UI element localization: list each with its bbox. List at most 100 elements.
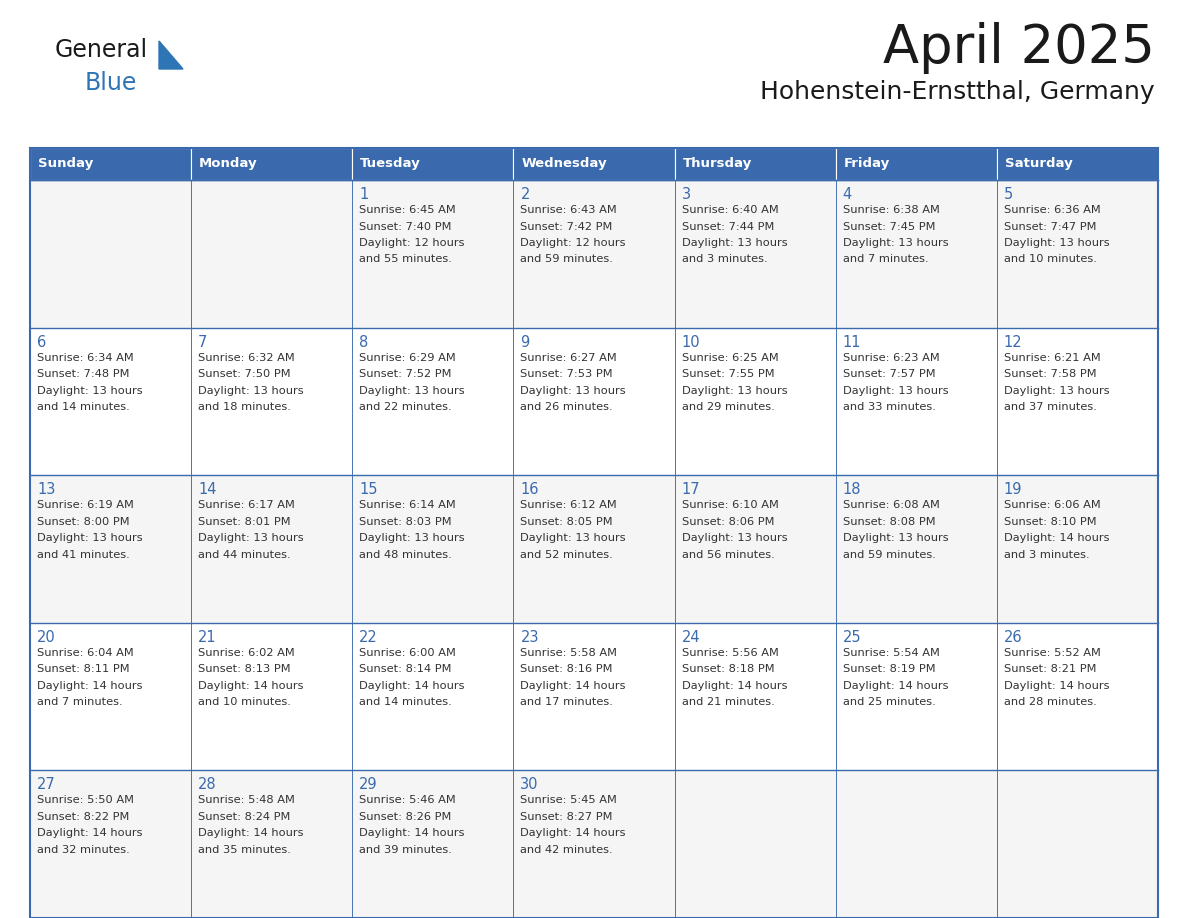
Text: 28: 28 bbox=[198, 778, 216, 792]
Bar bbox=[835, 622, 997, 770]
Text: Sunset: 7:44 PM: Sunset: 7:44 PM bbox=[682, 221, 773, 231]
Text: Sunrise: 6:40 AM: Sunrise: 6:40 AM bbox=[682, 205, 778, 215]
Text: Sunrise: 6:36 AM: Sunrise: 6:36 AM bbox=[1004, 205, 1100, 215]
Text: and 32 minutes.: and 32 minutes. bbox=[37, 845, 129, 855]
Text: Daylight: 14 hours: Daylight: 14 hours bbox=[520, 681, 626, 691]
Bar bbox=[835, 476, 997, 622]
Text: and 21 minutes.: and 21 minutes. bbox=[682, 698, 775, 707]
Text: and 42 minutes.: and 42 minutes. bbox=[520, 845, 613, 855]
Text: Sunrise: 6:10 AM: Sunrise: 6:10 AM bbox=[682, 500, 778, 510]
Text: Sunset: 8:27 PM: Sunset: 8:27 PM bbox=[520, 812, 613, 822]
Text: Monday: Monday bbox=[200, 158, 258, 171]
Text: 29: 29 bbox=[359, 778, 378, 792]
Bar bbox=[835, 148, 997, 180]
Text: 4: 4 bbox=[842, 187, 852, 202]
Bar bbox=[835, 180, 997, 328]
Text: Sunrise: 6:06 AM: Sunrise: 6:06 AM bbox=[1004, 500, 1100, 510]
Text: Sunrise: 6:19 AM: Sunrise: 6:19 AM bbox=[37, 500, 134, 510]
Text: Daylight: 13 hours: Daylight: 13 hours bbox=[682, 238, 788, 248]
Bar bbox=[997, 148, 1158, 180]
Bar bbox=[353, 770, 513, 918]
Text: Daylight: 13 hours: Daylight: 13 hours bbox=[682, 533, 788, 543]
Bar bbox=[30, 476, 191, 622]
Text: Sunrise: 6:23 AM: Sunrise: 6:23 AM bbox=[842, 353, 940, 363]
Text: and 41 minutes.: and 41 minutes. bbox=[37, 550, 129, 560]
Bar bbox=[191, 770, 353, 918]
Text: Sunrise: 5:46 AM: Sunrise: 5:46 AM bbox=[359, 795, 456, 805]
Text: Sunset: 8:13 PM: Sunset: 8:13 PM bbox=[198, 665, 291, 675]
Bar bbox=[353, 180, 513, 328]
Text: Daylight: 13 hours: Daylight: 13 hours bbox=[520, 386, 626, 396]
Bar bbox=[835, 328, 997, 476]
Bar bbox=[353, 476, 513, 622]
Text: 12: 12 bbox=[1004, 334, 1023, 350]
Text: Sunset: 8:08 PM: Sunset: 8:08 PM bbox=[842, 517, 935, 527]
Text: Tuesday: Tuesday bbox=[360, 158, 421, 171]
Bar bbox=[513, 148, 675, 180]
Text: 13: 13 bbox=[37, 482, 56, 498]
Text: 23: 23 bbox=[520, 630, 539, 644]
Text: Sunset: 8:18 PM: Sunset: 8:18 PM bbox=[682, 665, 775, 675]
Text: Sunrise: 6:45 AM: Sunrise: 6:45 AM bbox=[359, 205, 456, 215]
Bar bbox=[675, 148, 835, 180]
Text: 3: 3 bbox=[682, 187, 690, 202]
Bar bbox=[675, 180, 835, 328]
Text: Sunset: 8:03 PM: Sunset: 8:03 PM bbox=[359, 517, 451, 527]
Text: Daylight: 13 hours: Daylight: 13 hours bbox=[1004, 238, 1110, 248]
Text: Daylight: 13 hours: Daylight: 13 hours bbox=[37, 533, 143, 543]
Bar bbox=[675, 328, 835, 476]
Text: 30: 30 bbox=[520, 778, 539, 792]
Text: Sunset: 8:26 PM: Sunset: 8:26 PM bbox=[359, 812, 451, 822]
Text: 10: 10 bbox=[682, 334, 700, 350]
Bar bbox=[997, 328, 1158, 476]
Text: and 10 minutes.: and 10 minutes. bbox=[1004, 254, 1097, 264]
Text: 19: 19 bbox=[1004, 482, 1023, 498]
Bar bbox=[513, 328, 675, 476]
Text: 7: 7 bbox=[198, 334, 208, 350]
Text: Hohenstein-Ernstthal, Germany: Hohenstein-Ernstthal, Germany bbox=[760, 80, 1155, 104]
Bar bbox=[353, 328, 513, 476]
Bar bbox=[835, 770, 997, 918]
Bar bbox=[513, 622, 675, 770]
Text: Daylight: 12 hours: Daylight: 12 hours bbox=[359, 238, 465, 248]
Text: Daylight: 13 hours: Daylight: 13 hours bbox=[198, 386, 304, 396]
Text: Daylight: 13 hours: Daylight: 13 hours bbox=[682, 386, 788, 396]
Text: Sunrise: 6:00 AM: Sunrise: 6:00 AM bbox=[359, 648, 456, 658]
Text: Daylight: 14 hours: Daylight: 14 hours bbox=[1004, 681, 1110, 691]
Text: and 3 minutes.: and 3 minutes. bbox=[682, 254, 767, 264]
Bar bbox=[353, 622, 513, 770]
Text: Sunday: Sunday bbox=[38, 158, 93, 171]
Text: Sunrise: 6:21 AM: Sunrise: 6:21 AM bbox=[1004, 353, 1100, 363]
Text: Sunset: 8:05 PM: Sunset: 8:05 PM bbox=[520, 517, 613, 527]
Text: Sunset: 7:47 PM: Sunset: 7:47 PM bbox=[1004, 221, 1097, 231]
Text: Daylight: 13 hours: Daylight: 13 hours bbox=[1004, 386, 1110, 396]
Text: and 33 minutes.: and 33 minutes. bbox=[842, 402, 936, 412]
Text: Sunset: 7:52 PM: Sunset: 7:52 PM bbox=[359, 369, 451, 379]
Text: Sunset: 7:45 PM: Sunset: 7:45 PM bbox=[842, 221, 935, 231]
Text: Sunset: 8:19 PM: Sunset: 8:19 PM bbox=[842, 665, 935, 675]
Text: April 2025: April 2025 bbox=[883, 22, 1155, 74]
Text: Sunset: 8:16 PM: Sunset: 8:16 PM bbox=[520, 665, 613, 675]
Text: 9: 9 bbox=[520, 334, 530, 350]
Text: Sunrise: 6:32 AM: Sunrise: 6:32 AM bbox=[198, 353, 295, 363]
Text: and 28 minutes.: and 28 minutes. bbox=[1004, 698, 1097, 707]
Text: 16: 16 bbox=[520, 482, 539, 498]
Text: Sunrise: 6:02 AM: Sunrise: 6:02 AM bbox=[198, 648, 295, 658]
Bar bbox=[191, 148, 353, 180]
Bar bbox=[191, 476, 353, 622]
Text: and 48 minutes.: and 48 minutes. bbox=[359, 550, 453, 560]
Text: and 14 minutes.: and 14 minutes. bbox=[37, 402, 129, 412]
Text: Daylight: 13 hours: Daylight: 13 hours bbox=[359, 386, 465, 396]
Text: Sunset: 8:14 PM: Sunset: 8:14 PM bbox=[359, 665, 451, 675]
Text: and 59 minutes.: and 59 minutes. bbox=[842, 550, 936, 560]
Text: Sunrise: 5:52 AM: Sunrise: 5:52 AM bbox=[1004, 648, 1101, 658]
Text: and 14 minutes.: and 14 minutes. bbox=[359, 698, 453, 707]
Text: 27: 27 bbox=[37, 778, 56, 792]
Bar bbox=[675, 622, 835, 770]
Text: 20: 20 bbox=[37, 630, 56, 644]
Text: Sunset: 7:53 PM: Sunset: 7:53 PM bbox=[520, 369, 613, 379]
Text: General: General bbox=[55, 38, 148, 62]
Bar bbox=[30, 622, 191, 770]
Text: Sunset: 8:10 PM: Sunset: 8:10 PM bbox=[1004, 517, 1097, 527]
Text: 8: 8 bbox=[359, 334, 368, 350]
